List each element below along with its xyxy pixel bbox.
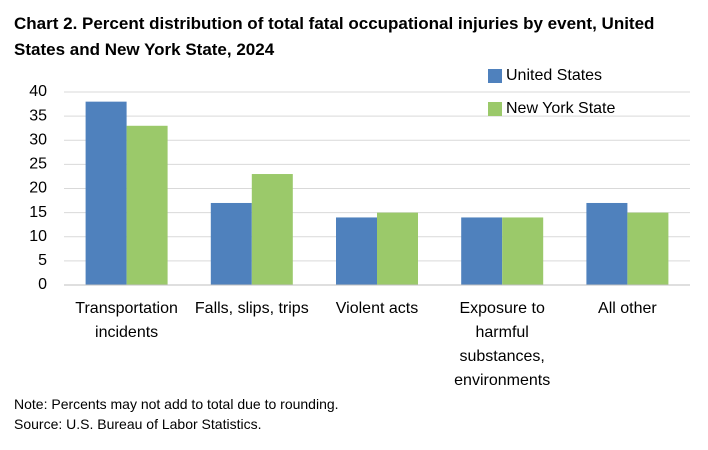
y-tick-label: 10 <box>29 228 47 245</box>
legend-swatch <box>488 102 502 116</box>
bar <box>210 202 252 285</box>
bar <box>627 212 669 285</box>
y-tick-label: 15 <box>29 204 47 221</box>
y-tick-label: 30 <box>29 131 47 148</box>
x-tick-label: Exposure to harmful substances, environm… <box>454 300 551 389</box>
bar <box>377 212 418 285</box>
x-tick-label: Falls, slips, trips <box>194 300 309 317</box>
y-tick-label: 0 <box>38 276 47 293</box>
legend-label: United States <box>506 67 602 84</box>
y-tick-label: 25 <box>29 156 47 173</box>
x-tick-label: All other <box>598 300 657 317</box>
bar <box>126 125 168 286</box>
y-tick-label: 20 <box>29 180 47 197</box>
y-tick-label: 35 <box>29 107 47 124</box>
note: Source: U.S. Bureau of Labor Statistics. <box>14 416 262 432</box>
bar <box>336 217 377 285</box>
bar <box>251 174 293 285</box>
bar <box>502 217 544 285</box>
legend-label: New York State <box>506 100 616 117</box>
y-tick-label: 40 <box>29 83 47 100</box>
legend-swatch <box>488 69 502 83</box>
bar <box>85 101 127 286</box>
chart-title: Chart 2. Percent distribution of total f… <box>14 14 655 59</box>
bar <box>586 202 628 285</box>
x-tick-label: Violent acts <box>335 300 419 317</box>
x-tick-label: Transportation incidents <box>75 300 178 341</box>
note: Note: Percents may not add to total due … <box>14 396 339 412</box>
y-tick-label: 5 <box>38 252 47 269</box>
bar <box>461 217 503 285</box>
